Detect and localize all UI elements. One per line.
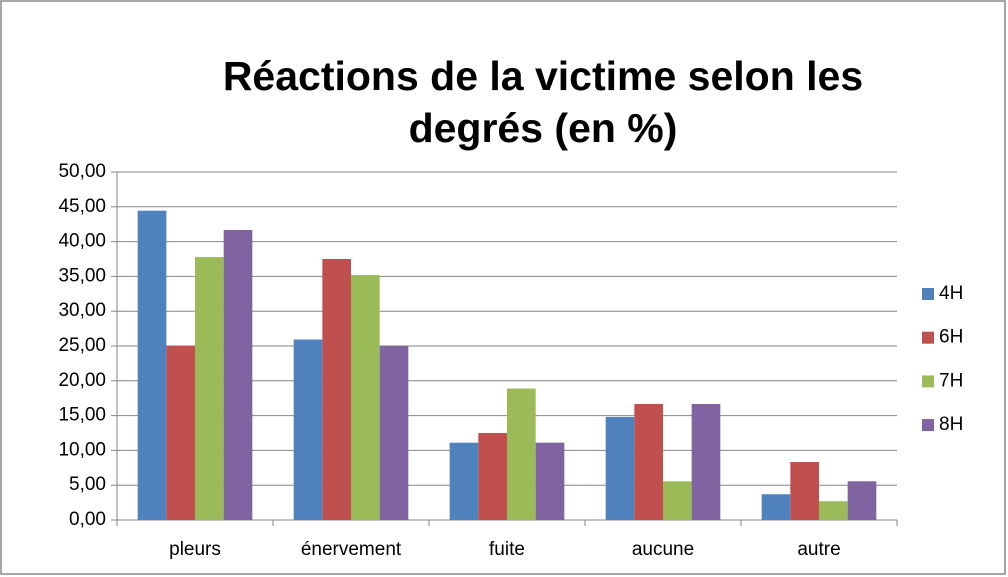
bar: [293, 339, 323, 520]
bar: [322, 259, 351, 520]
bar: [379, 346, 409, 520]
bar: [819, 501, 848, 520]
bar: [449, 442, 479, 520]
y-tick-label: 5,00: [69, 474, 106, 495]
y-tick-label: 0,00: [69, 509, 106, 530]
chart-title: Réactions de la victime selon les: [223, 53, 863, 99]
x-tick-label: autre: [797, 539, 840, 560]
bar: [761, 494, 791, 520]
y-tick-label: 40,00: [58, 231, 106, 252]
legend-swatch: [922, 331, 934, 344]
bar: [691, 403, 721, 520]
x-tick-label: pleurs: [169, 539, 221, 560]
x-tick-label: énervement: [301, 539, 402, 560]
y-tick-label: 10,00: [58, 439, 106, 460]
bar: [223, 229, 253, 520]
y-tick-label: 30,00: [58, 300, 106, 321]
bar: [847, 481, 877, 520]
bar: [605, 416, 635, 520]
legend-label: 4H: [939, 283, 963, 304]
bar: [507, 388, 536, 520]
bar: [535, 442, 565, 520]
x-tick-label: fuite: [489, 539, 525, 560]
legend-label: 7H: [939, 370, 963, 391]
legend-swatch: [922, 375, 934, 388]
y-tick-label: 20,00: [58, 370, 106, 391]
x-tick-label: aucune: [632, 539, 694, 560]
bar: [790, 462, 819, 520]
bar: [195, 257, 224, 520]
bar: [166, 346, 195, 520]
y-tick-label: 50,00: [58, 161, 106, 182]
y-tick-label: 35,00: [58, 265, 106, 286]
bar: [663, 481, 692, 520]
chart-title: degrés (en %): [409, 105, 678, 151]
bar: [137, 210, 167, 520]
y-tick-label: 15,00: [58, 405, 106, 426]
legend-label: 6H: [939, 327, 963, 348]
y-tick-label: 25,00: [58, 335, 106, 356]
bar: [351, 275, 380, 520]
bar: [478, 433, 507, 520]
legend-swatch: [922, 419, 934, 432]
legend-label: 8H: [939, 414, 963, 435]
legend-swatch: [922, 288, 934, 300]
bar: [634, 403, 663, 520]
y-tick-label: 45,00: [58, 196, 106, 217]
